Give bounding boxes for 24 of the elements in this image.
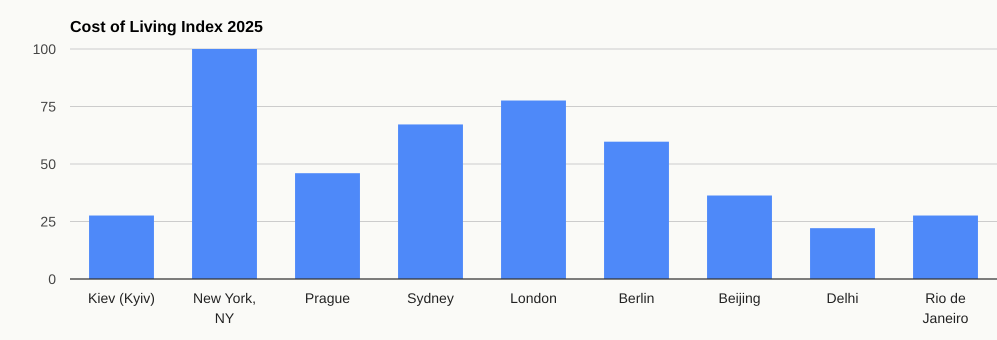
chart-title: Cost of Living Index 2025 [70, 19, 264, 36]
x-tick-label: New York, NY [192, 290, 256, 326]
x-tick-label: Prague [304, 290, 350, 306]
bar [913, 216, 978, 279]
x-tick-label: Berlin [618, 290, 654, 306]
x-tick-label: London [510, 290, 557, 306]
y-tick-label: 50 [40, 156, 56, 172]
bar [398, 124, 463, 279]
x-tick-label: Beijing [718, 290, 761, 306]
y-tick-label: 0 [48, 270, 56, 287]
x-tick-label: Kiev (Kyiv) [88, 290, 155, 306]
y-tick-label: 75 [40, 98, 56, 114]
bar [810, 228, 875, 279]
bar [501, 100, 566, 279]
x-tick-label: Rio de Janeiro [922, 290, 969, 326]
bar [89, 216, 154, 279]
bar [707, 196, 772, 279]
x-tick-label: Delhi [826, 290, 858, 306]
y-tick-label: 25 [40, 213, 56, 230]
y-tick-label: 100 [32, 40, 56, 57]
x-tick-label: Sydney [407, 290, 454, 306]
bar [295, 173, 360, 279]
bar [604, 142, 669, 279]
bar [192, 49, 257, 279]
